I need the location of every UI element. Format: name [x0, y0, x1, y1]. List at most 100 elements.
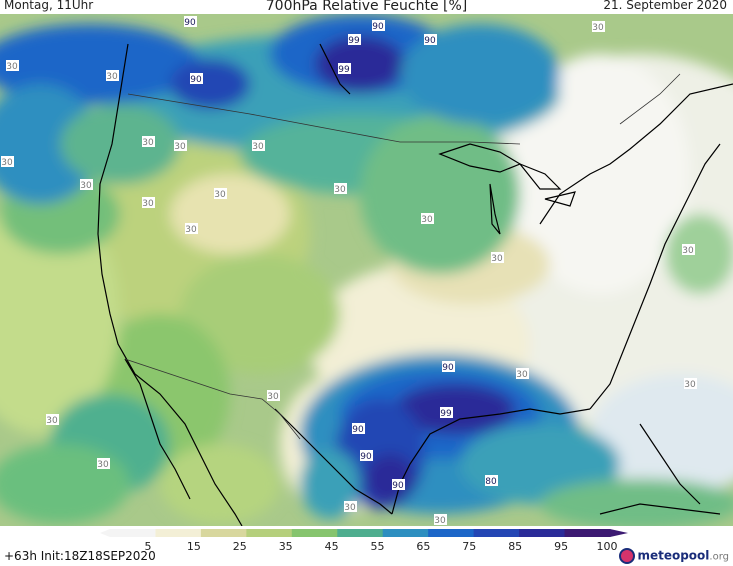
- legend-tick-label: 85: [508, 540, 523, 553]
- contour-label: 30: [46, 414, 59, 426]
- legend-swatch: [337, 529, 384, 537]
- contour-label-text: 30: [142, 138, 154, 148]
- lakes: [319, 43, 576, 235]
- legend-arrow-low: [100, 529, 110, 537]
- contour-label-text: 30: [684, 380, 696, 390]
- legend-swatch: [155, 529, 202, 537]
- legend-arrow-high: [610, 529, 628, 537]
- contour-label: 30: [252, 140, 265, 152]
- contour-label: 90: [442, 361, 455, 373]
- legend-swatch: [519, 529, 566, 537]
- contour-label-text: 99: [440, 409, 452, 419]
- contour-label: 90: [360, 450, 373, 462]
- color-legend: [100, 529, 628, 537]
- contour-label-text: 99: [338, 65, 350, 75]
- brand-logo[interactable]: meteopool.org: [619, 548, 729, 564]
- contour-label: 30: [1, 156, 14, 168]
- contour-label-text: 90: [184, 18, 196, 28]
- legend-tick-label: 35: [278, 540, 293, 553]
- legend-swatch: [473, 529, 520, 537]
- contour-label: 90: [392, 479, 405, 491]
- contour-label: 80: [485, 475, 498, 487]
- contour-label-text: 30: [516, 370, 528, 380]
- coastlines: [97, 43, 733, 526]
- legend-tick-label: 25: [232, 540, 247, 553]
- contour-label-text: 30: [682, 246, 694, 256]
- contour-label: 30: [185, 223, 198, 235]
- valid-time-label: Montag, 11Uhr: [4, 0, 94, 12]
- contour-label-text: 90: [372, 22, 384, 32]
- legend-swatch: [291, 529, 338, 537]
- brand-name: meteopool: [637, 548, 710, 563]
- contour-label-text: 99: [348, 36, 360, 46]
- contour-label: 30: [106, 70, 119, 82]
- contour-label: 30: [6, 60, 19, 72]
- contour-label: 30: [682, 244, 695, 256]
- humidity-field: [0, 14, 733, 526]
- contour-labels: 90 90 90 99 99 90 30 30 30 30 30 30 30 30 30 30 30 30 30 30…: [1, 16, 697, 526]
- contour-label: 99: [338, 63, 351, 75]
- legend-tick-label: 75: [462, 540, 477, 553]
- contour-label-text: 30: [592, 23, 604, 33]
- humidity-map: 90 90 90 99 99 90 30 30 30 30 30 30 30 30 30 30 30 30 30 30…: [0, 14, 733, 526]
- contour-label: 30: [684, 378, 697, 390]
- contour-label: 90: [352, 423, 365, 435]
- contour-label-text: 30: [80, 181, 92, 191]
- contour-label-text: 30: [267, 392, 279, 402]
- contour-label: 90: [190, 73, 203, 85]
- contour-label: 99: [348, 34, 361, 46]
- contour-label-text: 30: [6, 62, 18, 72]
- contour-label-text: 30: [344, 503, 356, 513]
- contour-label-text: 30: [1, 158, 13, 168]
- contour-label: 30: [80, 179, 93, 191]
- contour-label: 30: [334, 183, 347, 195]
- contour-label: 90: [424, 34, 437, 46]
- contour-label-text: 30: [214, 190, 226, 200]
- contour-label-text: 30: [97, 460, 109, 470]
- contour-label: 90: [184, 16, 197, 28]
- contour-label-text: 30: [46, 416, 58, 426]
- contour-label-text: 30: [334, 185, 346, 195]
- contour-label: 30: [516, 368, 529, 380]
- contour-label: 30: [267, 390, 280, 402]
- contour-label-text: 90: [424, 36, 436, 46]
- contour-label-text: 30: [491, 254, 503, 264]
- legend-swatch: [382, 529, 429, 537]
- contour-label-text: 30: [421, 215, 433, 225]
- contour-label: 30: [97, 458, 110, 470]
- contour-label-text: 30: [106, 72, 118, 82]
- contour-label-text: 30: [174, 142, 186, 152]
- contour-label-text: 80: [485, 477, 497, 487]
- contour-label: 30: [142, 136, 155, 148]
- legend-tick-label: 15: [186, 540, 201, 553]
- brand-icon: [619, 548, 636, 564]
- contour-label: 30: [491, 252, 504, 264]
- contour-label-text: 90: [190, 75, 202, 85]
- contour-label-text: 30: [252, 142, 264, 152]
- run-info: +63h Init:18Z18SEP2020: [4, 549, 156, 563]
- contour-label: 30: [174, 140, 187, 152]
- contour-label-text: 90: [360, 452, 372, 462]
- contour-label: 30: [142, 197, 155, 209]
- contour-label-text: 90: [392, 481, 404, 491]
- legend-swatch: [110, 529, 156, 537]
- legend-swatch: [246, 529, 293, 537]
- contour-label-text: 30: [434, 516, 446, 526]
- date-label: 21. September 2020: [603, 0, 727, 12]
- contour-label: 90: [372, 20, 385, 32]
- map-title: 700hPa Relative Feuchte [%]: [265, 0, 468, 14]
- contour-label: 99: [440, 407, 453, 419]
- legend-tick-label: 95: [554, 540, 569, 553]
- contour-label: 30: [344, 501, 357, 513]
- legend-tick-label: 45: [324, 540, 339, 553]
- contour-label: 30: [421, 213, 434, 225]
- contour-label: 30: [592, 21, 605, 33]
- contour-label: 30: [214, 188, 227, 200]
- legend-tick-label: 55: [370, 540, 385, 553]
- contour-label: 30: [434, 514, 447, 526]
- legend-swatch: [428, 529, 475, 537]
- legend-tick-label: 5: [144, 540, 152, 553]
- contour-label-text: 90: [352, 425, 364, 435]
- legend-swatch: [564, 529, 611, 537]
- brand-suffix: .org: [709, 551, 729, 563]
